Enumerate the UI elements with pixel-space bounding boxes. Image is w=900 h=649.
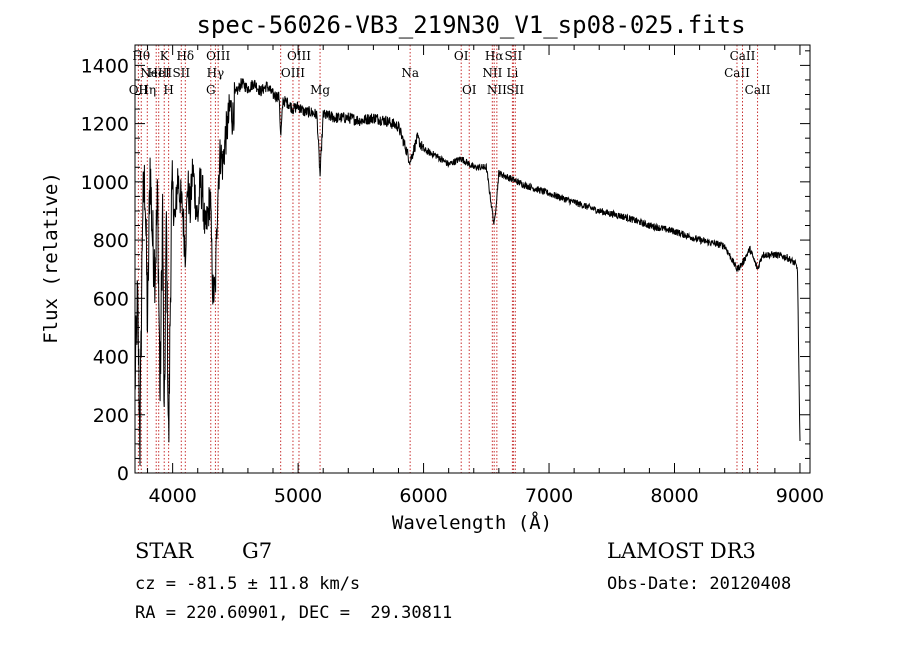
- coordinates: RA = 220.60901, DEC = 29.30811: [135, 603, 453, 623]
- x-axis-label: Wavelength (Å): [392, 511, 552, 534]
- line-marker-label: Hη: [138, 83, 156, 97]
- line-marker-label: CaII: [745, 83, 771, 97]
- line-marker-label: CaII: [730, 49, 756, 63]
- line-marker-label: Li: [506, 66, 518, 80]
- y-tick-label: 1200: [81, 114, 129, 136]
- line-marker-label: H: [163, 83, 173, 97]
- line-marker-label: HeI: [148, 66, 171, 80]
- line-marker-label: OI: [454, 49, 469, 63]
- line-marker-label: NII: [487, 83, 507, 97]
- line-marker-label: SII: [172, 66, 190, 80]
- x-tick-label: 9000: [776, 485, 824, 507]
- axes: 4000 5000 6000 7000 8000 9000 0 200 400 600 800 100…: [81, 44, 824, 507]
- line-marker-label: OIII: [206, 49, 230, 63]
- line-marker-label: Mg: [310, 83, 330, 97]
- line-marker-label: Hθ: [132, 49, 150, 63]
- y-tick-label: 200: [93, 405, 129, 427]
- obs-date: Obs-Date: 20120408: [607, 574, 792, 594]
- plot-frame: [134, 44, 811, 474]
- flux-series-line: [134, 78, 801, 466]
- y-tick-label: 1000: [81, 172, 129, 194]
- line-marker-label: SII: [505, 49, 523, 63]
- line-marker-label: K: [160, 49, 170, 63]
- line-marker-label: OIII: [287, 49, 311, 63]
- y-axis-label: Flux (relative): [40, 172, 62, 344]
- x-tick-label: 4000: [148, 485, 196, 507]
- x-tick-label: 7000: [525, 485, 573, 507]
- line-marker-label: Na: [401, 66, 419, 80]
- x-tick-label: 6000: [399, 485, 447, 507]
- y-tick-label: 600: [93, 288, 129, 310]
- y-tick-label: 800: [93, 230, 129, 252]
- chart-title: spec-56026-VB3_219N30_V1_sp08-025.fits: [196, 11, 745, 39]
- line-markers: OIIHθHηNeIIIHeIKHSIIHδGHγOIIIOIIIOIIIMgN…: [129, 45, 771, 473]
- object-class: STAR: [135, 539, 194, 563]
- line-marker-label: Hγ: [207, 66, 225, 80]
- line-marker-label: G: [206, 83, 216, 97]
- line-marker-label: OIII: [281, 66, 305, 80]
- line-marker-label: NII: [482, 66, 502, 80]
- series-layer: [134, 78, 801, 466]
- line-marker-label: Hα: [485, 49, 504, 63]
- survey-name: LAMOST DR3: [607, 539, 756, 563]
- x-tick-label: 8000: [650, 485, 698, 507]
- y-tick-label: 400: [93, 347, 129, 369]
- y-tick-label: 1400: [81, 55, 129, 77]
- y-tick-label: 0: [117, 463, 129, 485]
- subclass: G7: [242, 539, 273, 563]
- line-marker-label: OII: [129, 83, 149, 97]
- line-marker-label: SII: [506, 83, 524, 97]
- line-marker-label: CaII: [724, 66, 750, 80]
- line-marker-label: OI: [462, 83, 477, 97]
- redshift-text: cz = -81.5 ± 11.8 km/s: [135, 574, 361, 594]
- line-marker-label: Hδ: [176, 49, 194, 63]
- x-tick-label: 5000: [274, 485, 322, 507]
